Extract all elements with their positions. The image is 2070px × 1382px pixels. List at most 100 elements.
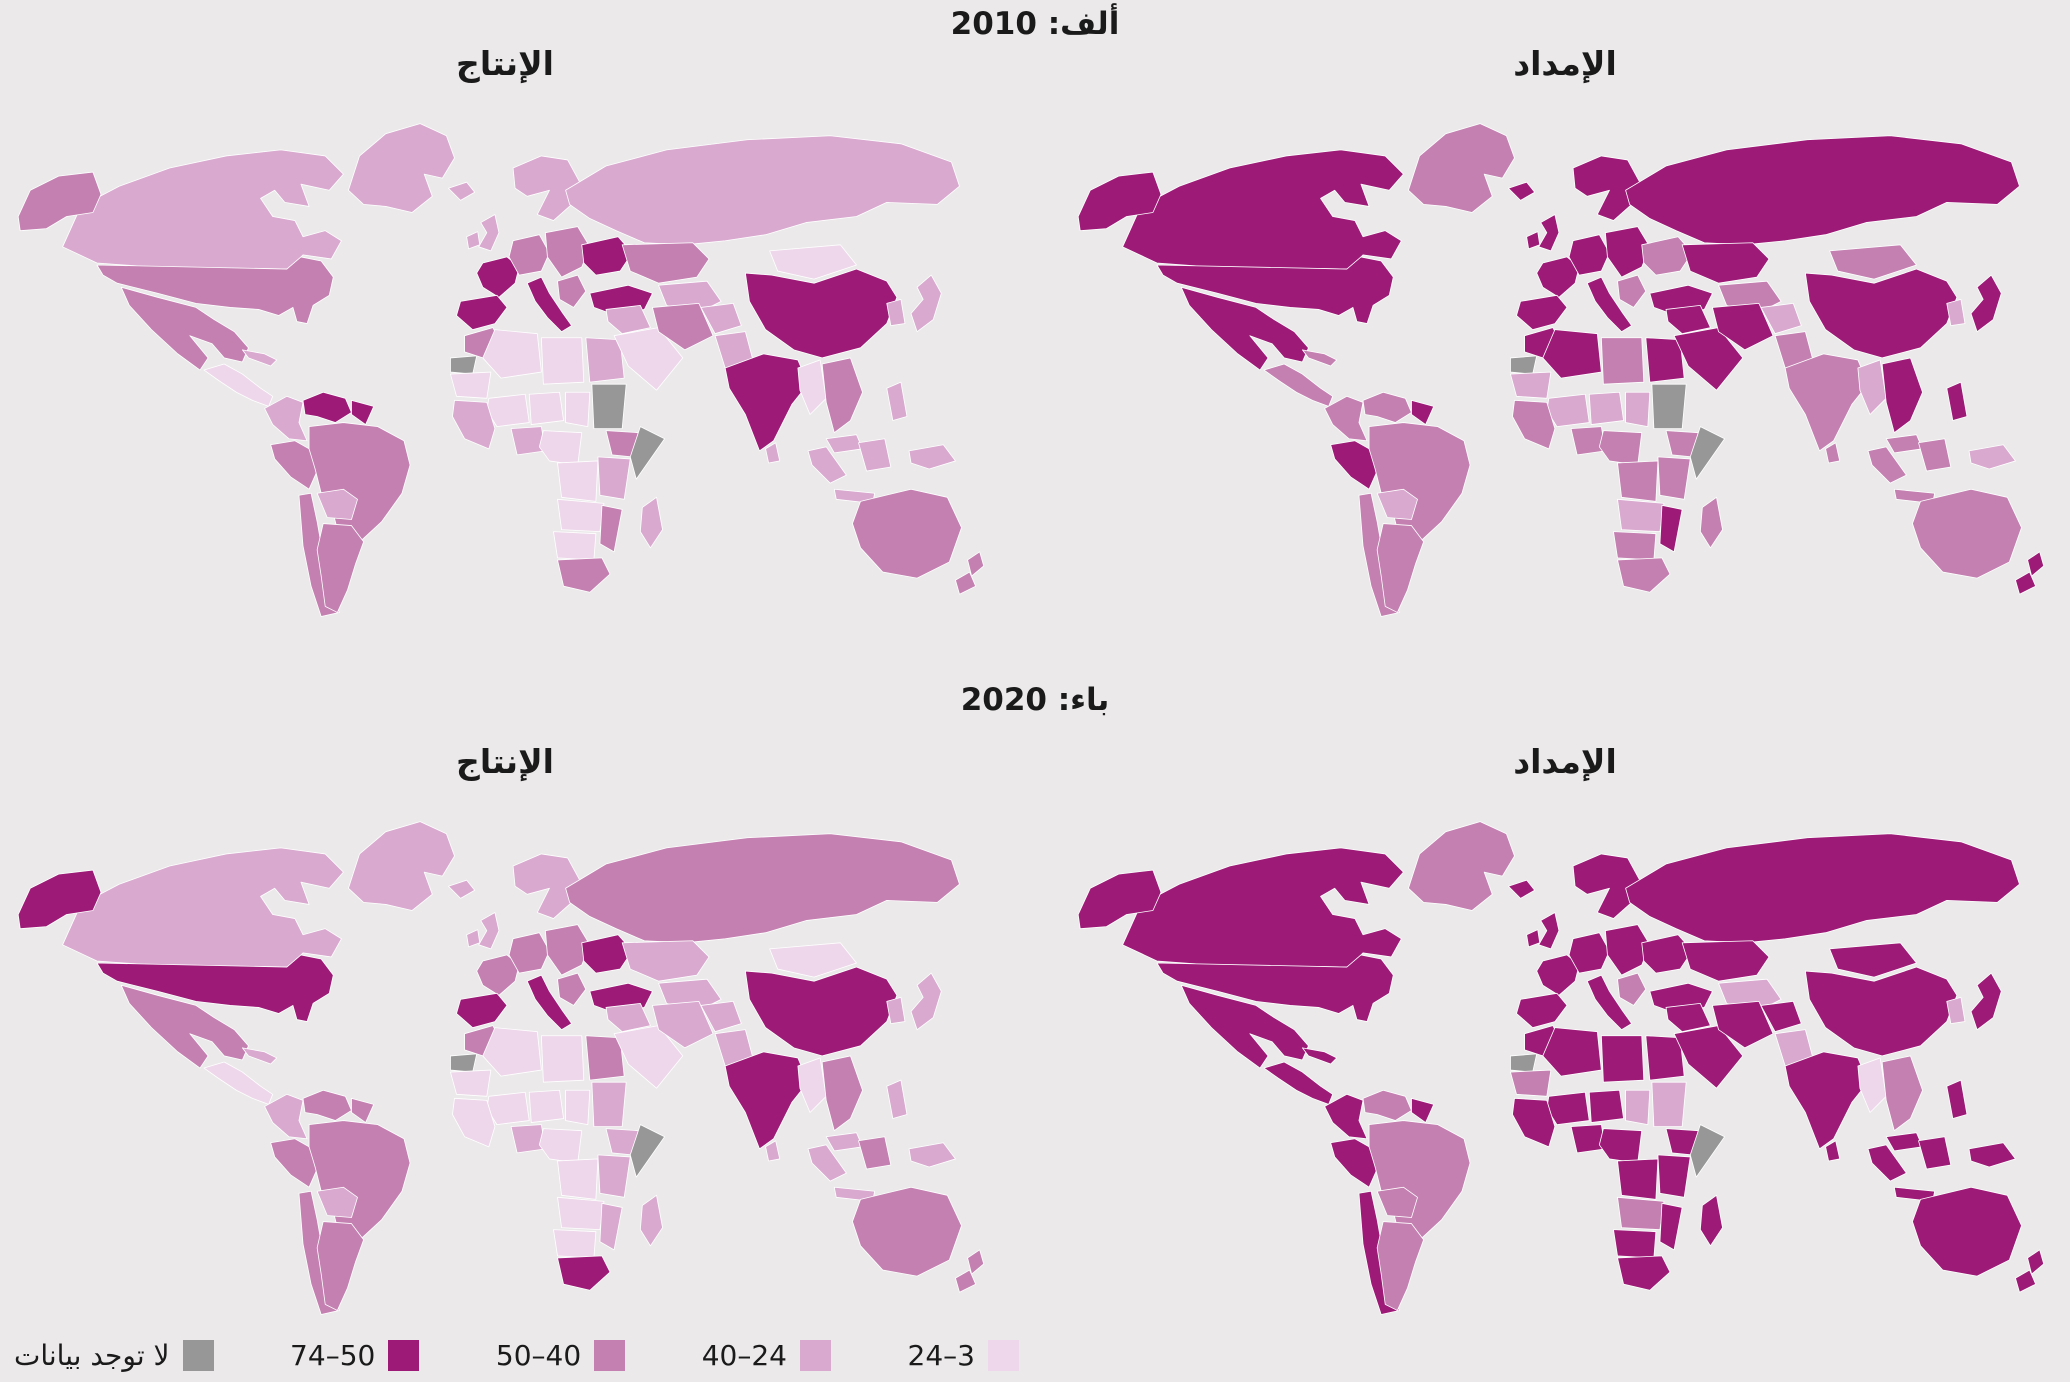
legend-label-3-24: 3–24 — [907, 1338, 975, 1372]
region-guyanas — [351, 1097, 375, 1123]
region-sudan — [1651, 1081, 1687, 1128]
region-eafrica — [1657, 1154, 1691, 1198]
region-indochina — [821, 1055, 863, 1132]
region-bolivia — [1376, 488, 1418, 520]
region-usa — [96, 256, 334, 324]
region-iraq_levant — [605, 304, 651, 335]
region-camerica — [203, 1061, 274, 1105]
region-china — [744, 268, 898, 359]
region-southafrica — [557, 557, 611, 593]
region-namibia_botswana — [553, 1229, 597, 1259]
legend-swatch-50-74 — [388, 1339, 420, 1371]
region-cafrica — [1598, 430, 1643, 466]
region-srilanka — [765, 442, 781, 464]
region-nigeria — [510, 1124, 546, 1154]
world-map-svg-sup2010 — [1077, 123, 2045, 617]
region-egypt — [1645, 1035, 1685, 1081]
region-srilanka — [765, 1140, 781, 1162]
region-centraleurope — [508, 932, 550, 974]
legend-item-24-40: 24–40 — [702, 1339, 831, 1372]
region-egypt — [585, 1035, 625, 1081]
region-mongolia — [769, 244, 857, 280]
region-madagascar — [1699, 1194, 1723, 1247]
region-wafrica — [452, 399, 496, 450]
region-guyanas — [351, 399, 375, 425]
region-india — [724, 353, 809, 452]
region-india — [1784, 1051, 1869, 1150]
region-iberia — [456, 992, 508, 1029]
region-mozambique — [1659, 1202, 1683, 1251]
region-wafrica — [1512, 1097, 1556, 1148]
region-iran — [652, 302, 714, 351]
region-philippines — [886, 381, 908, 421]
region-niger — [528, 1089, 564, 1123]
region-japan — [1970, 972, 2002, 1031]
region-cuba — [241, 1047, 278, 1065]
choropleth-map-supply-2020 — [1060, 786, 2070, 1342]
region-chad — [1625, 391, 1651, 428]
region-iraq_levant — [605, 1002, 651, 1033]
region-colombia — [1324, 395, 1368, 442]
region-centraleurope — [1568, 234, 1610, 276]
region-iberia — [1516, 294, 1568, 331]
region-india — [724, 1051, 809, 1150]
region-canada — [62, 847, 344, 968]
region-newzealand — [955, 551, 985, 595]
region-philippines — [1946, 381, 1968, 421]
region-venezuela — [302, 391, 352, 423]
region-ukraine — [1641, 236, 1693, 276]
region-china — [1804, 966, 1958, 1057]
region-malaysia — [1885, 1132, 1923, 1152]
region-myanmar — [1857, 359, 1887, 415]
region-uk — [1526, 912, 1560, 950]
choropleth-map-production-2010 — [0, 88, 1010, 644]
region-afghanistan — [700, 302, 742, 335]
region-mozambique — [599, 504, 623, 553]
region-mauritania — [1510, 1069, 1552, 1097]
region-scandinavia — [1572, 853, 1641, 919]
region-alaska — [17, 869, 102, 930]
region-alaska — [1077, 171, 1162, 232]
region-myanmar — [797, 359, 827, 415]
region-guyanas — [1411, 399, 1435, 425]
map-title-production-2010: الإنتاج — [456, 44, 554, 83]
region-russia — [1625, 135, 2020, 246]
region-srilanka — [1825, 442, 1841, 464]
region-mexico — [120, 286, 249, 371]
region-libya — [540, 1035, 585, 1083]
panel-b-header: باء: 2020 — [960, 682, 1110, 718]
region-alaska — [17, 171, 102, 232]
region-afghanistan — [1760, 1000, 1802, 1033]
region-italy — [526, 974, 573, 1031]
region-wsahara — [1510, 1053, 1538, 1073]
region-scandinavia — [1572, 155, 1641, 221]
region-cuba — [1301, 349, 1338, 367]
region-iran — [652, 1000, 714, 1049]
region-sumatra — [807, 1144, 847, 1182]
region-png — [908, 444, 956, 470]
region-scandinavia — [512, 853, 581, 919]
region-afghanistan — [700, 1000, 742, 1033]
region-ukraine — [581, 934, 633, 974]
region-iraq_levant — [1665, 1002, 1711, 1033]
region-argentina — [316, 1221, 365, 1311]
region-mozambique — [1659, 504, 1683, 553]
region-peru — [1330, 1138, 1378, 1188]
region-easteurope — [544, 226, 591, 278]
region-easteurope — [1604, 226, 1651, 278]
region-drc — [1617, 460, 1659, 502]
region-indochina — [1881, 1055, 1923, 1132]
region-sudan — [591, 1081, 627, 1128]
region-myanmar — [1857, 1057, 1887, 1113]
region-algeria — [1542, 329, 1602, 379]
region-nigeria — [510, 426, 546, 456]
region-iceland — [448, 181, 476, 201]
region-peru — [270, 440, 318, 490]
region-srilanka — [1825, 1140, 1841, 1162]
region-mexico — [120, 984, 249, 1069]
region-colombia — [264, 395, 308, 442]
region-philippines — [1946, 1079, 1968, 1119]
region-libya — [1600, 1035, 1645, 1083]
region-cafrica — [538, 430, 583, 466]
region-indochina — [1881, 357, 1923, 434]
